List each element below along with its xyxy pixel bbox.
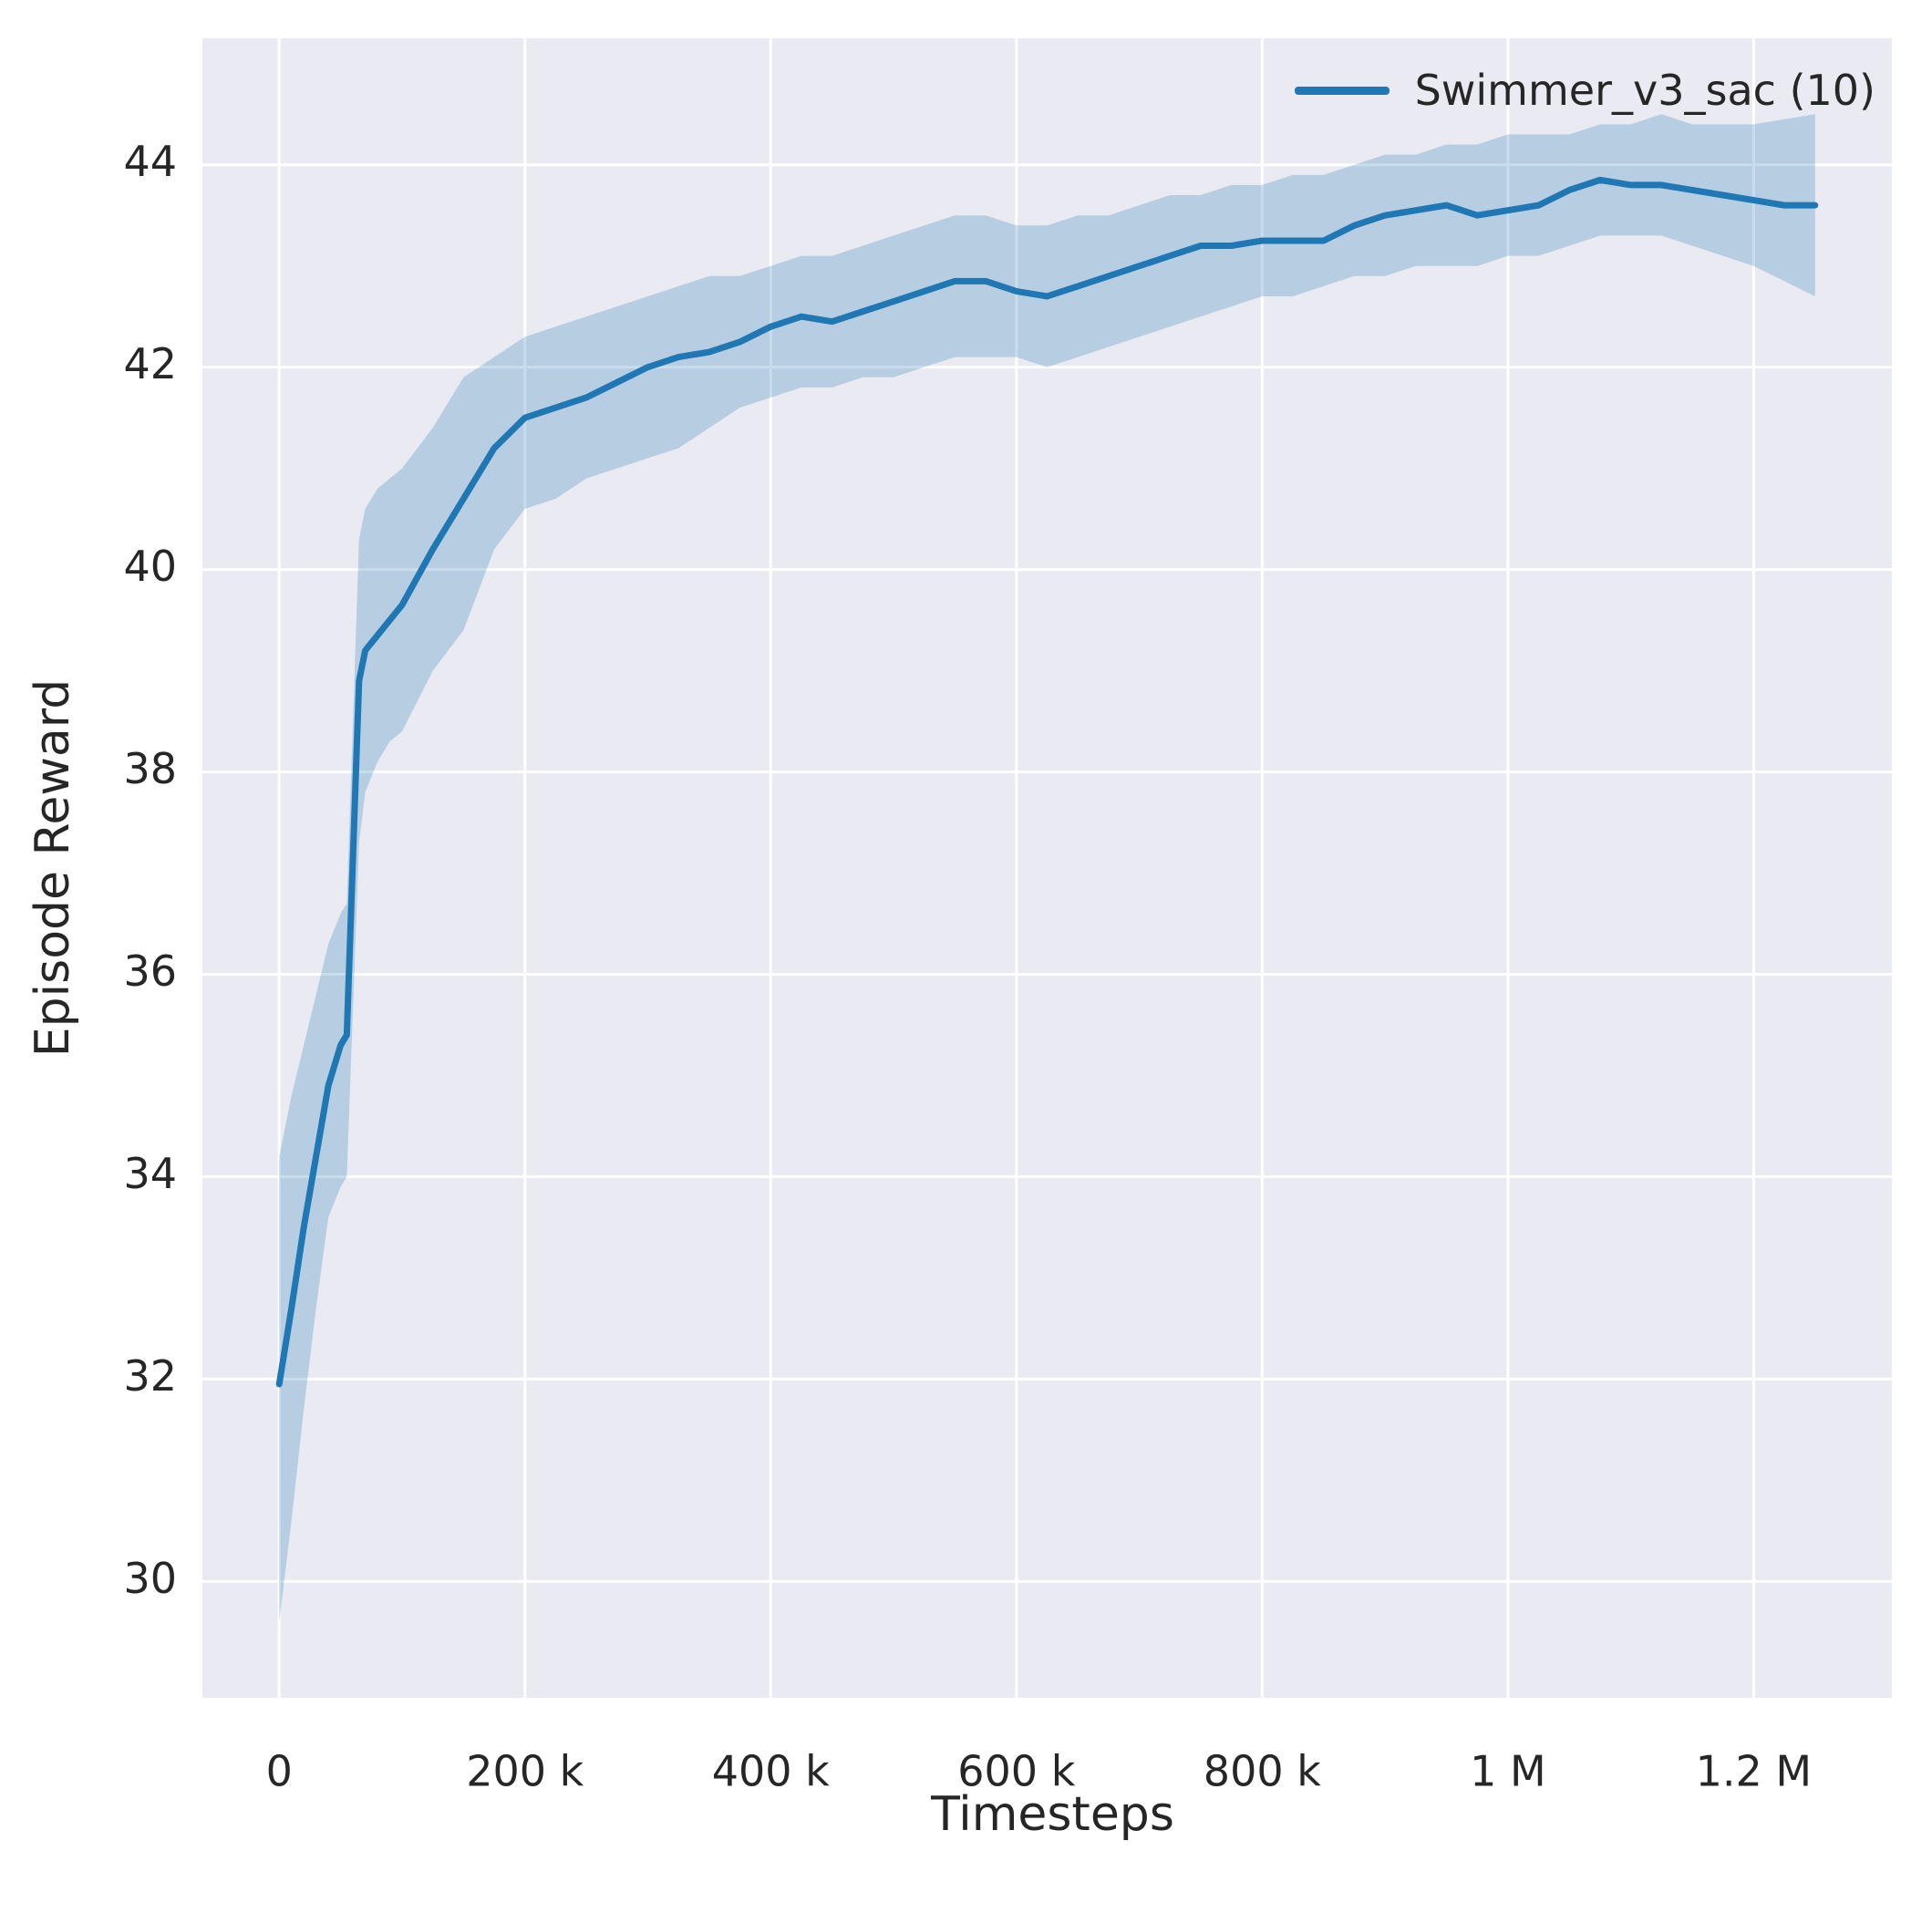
y-tick-label: 44: [123, 137, 177, 186]
legend-series-label: Swimmer_v3_sac (10): [1414, 66, 1875, 115]
x-tick-label: 400 k: [712, 1746, 830, 1795]
y-tick-label: 38: [123, 744, 177, 793]
y-tick-label: 42: [123, 339, 177, 388]
x-tick-label: 1 M: [1470, 1746, 1546, 1795]
y-tick-label: 40: [123, 542, 177, 591]
y-tick-label: 30: [123, 1554, 177, 1603]
mean-line: [275, 176, 1819, 1388]
y-tick-label: 34: [123, 1149, 177, 1198]
y-tick-label: 32: [123, 1351, 177, 1401]
x-tick-label: 200 k: [466, 1746, 584, 1795]
x-tick-label: 0: [266, 1746, 293, 1795]
plot-background: [202, 38, 1892, 1698]
legend-line-sample: [1294, 86, 1390, 95]
legend: Swimmer_v3_sac (10): [1294, 66, 1875, 115]
y-tick-label: 36: [123, 946, 177, 996]
x-tick-label: 600 k: [957, 1746, 1075, 1795]
x-tick-label: 1.2 M: [1696, 1746, 1812, 1795]
x-tick-label: 800 k: [1204, 1746, 1321, 1795]
x-axis-label: Timesteps: [931, 1787, 1174, 1842]
y-axis-label: Episode Reward: [26, 678, 80, 1058]
